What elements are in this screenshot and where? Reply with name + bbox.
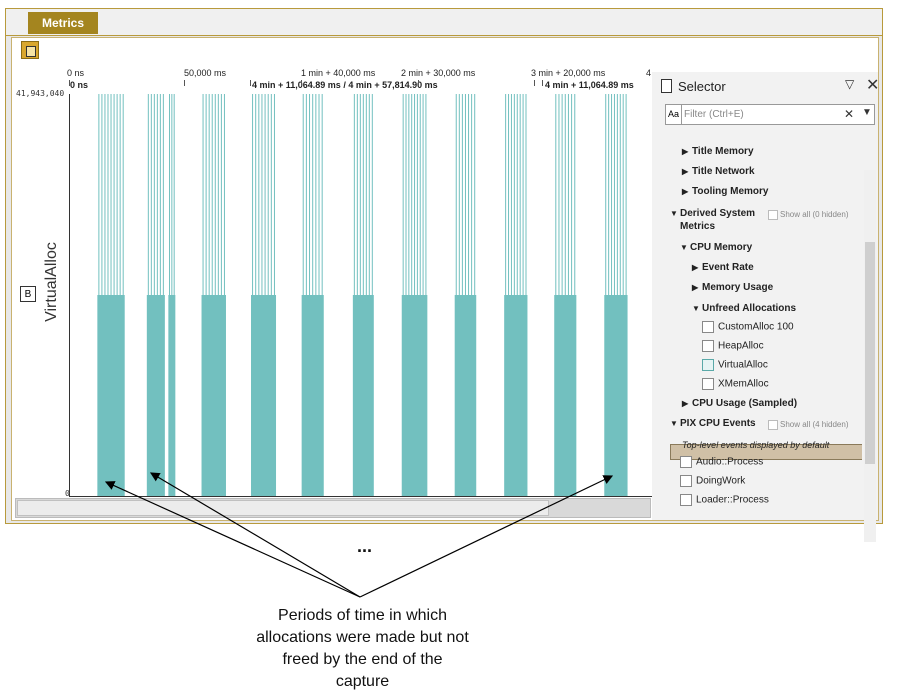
show-all-derived[interactable]: Show all (0 hidden) [768, 210, 848, 220]
chevron-down-icon[interactable]: ▼ [680, 243, 688, 252]
ruler-tick [69, 80, 70, 86]
lane-b-button[interactable]: B [20, 286, 36, 302]
ruler-range-label: 4 min + 11,064.89 ms / 4 min + 57,814.90… [252, 80, 438, 90]
horizontal-scroll-thumb[interactable] [17, 500, 549, 516]
chevron-right-icon[interactable]: ▶ [682, 167, 689, 176]
y-axis-label: VirtualAlloc [43, 242, 60, 322]
filter-funnel-icon[interactable]: ▽ [845, 77, 855, 91]
tree-item-virtualalloc[interactable]: VirtualAlloc [702, 359, 768, 371]
tree-item-memory-usage[interactable]: ▶ Memory Usage [692, 282, 774, 293]
allocation-block [251, 295, 277, 496]
clipboard-icon [661, 79, 672, 93]
metrics-window: Metrics 0 ns 50,000 ms 1 min + 40,000 ms… [5, 8, 883, 542]
audio-checkbox[interactable] [680, 456, 692, 468]
allocation-block [504, 295, 528, 496]
allocation-block [454, 295, 477, 496]
ruler-tick-label: 1 min + 40,000 ms [301, 68, 376, 78]
ellipsis: ... [357, 536, 373, 556]
tree-item-doingwork[interactable]: DoingWork [680, 475, 745, 487]
y-axis-max-label: 41,943,040 [16, 89, 65, 98]
tree-item-unfreed-allocations[interactable]: ▼ Unfreed Allocations [692, 303, 797, 314]
ruler-range-start: 0 ns [70, 80, 89, 90]
match-case-toggle[interactable]: Aa [666, 105, 682, 124]
chevron-right-icon[interactable]: ▶ [682, 147, 689, 156]
allocation-block [352, 295, 374, 496]
selected-row-highlight [670, 444, 862, 460]
doingwork-checkbox[interactable] [680, 475, 692, 487]
show-all-pix[interactable]: Show all (4 hidden) [768, 420, 848, 430]
ruler-tick-label: 0 ns [67, 68, 85, 78]
allocation-block [201, 295, 226, 496]
tree-item-title-network[interactable]: ▶ Title Network [682, 166, 755, 177]
loader-checkbox[interactable] [680, 494, 692, 506]
selector-title: Selector [678, 79, 726, 94]
vertical-scrollbar[interactable] [864, 170, 876, 542]
selector-panel: Selector ▽ ✕ Aa Filter (Ctrl+E) ✕ ▼ ▶ Tit… [652, 72, 880, 542]
chevron-right-icon[interactable]: ▶ [692, 263, 699, 272]
tree-item-heapalloc[interactable]: HeapAlloc [702, 340, 764, 352]
tab-metrics[interactable]: Metrics [28, 12, 98, 34]
tree-item-loader-process[interactable]: Loader::Process [680, 494, 769, 506]
clear-icon[interactable]: ✕ [844, 107, 855, 121]
allocation-block [168, 295, 176, 496]
show-all-checkbox[interactable] [768, 420, 778, 430]
ruler-tick-label: 3 min + 20,000 ms [531, 68, 606, 78]
tree-item-derived-line2: Metrics [680, 221, 716, 232]
chevron-right-icon[interactable]: ▶ [682, 187, 689, 196]
plot-svg [97, 94, 628, 496]
tree-item-pix-cpu-events[interactable]: ▼ PIX CPU Events [670, 418, 756, 429]
allocation-block [97, 295, 125, 496]
ruler-tick [250, 80, 251, 86]
chevron-right-icon[interactable]: ▶ [682, 399, 689, 408]
chevron-down-icon[interactable]: ▼ [670, 209, 678, 218]
filter-input[interactable]: Aa Filter (Ctrl+E) ✕ ▼ [665, 104, 875, 125]
ruler-tick-label: 4 [646, 68, 652, 78]
tree-item-cpu-memory[interactable]: ▼ CPU Memory [680, 242, 753, 253]
metrics-content: 0 ns 50,000 ms 1 min + 40,000 ms 2 min +… [11, 37, 880, 542]
allocation-block [604, 295, 628, 496]
y-axis-min-label: 0 [65, 489, 70, 498]
selector-tree: ▶ Title Memory ▶ Title Network ▶ Tooling Me… [652, 132, 862, 520]
ruler-tick [542, 80, 543, 86]
horizontal-scrollbar[interactable] [15, 498, 651, 518]
tab-strip: Metrics [6, 9, 882, 36]
ruler-tick [301, 80, 302, 86]
chevron-down-icon[interactable]: ▼ [862, 107, 872, 118]
tree-item-derived-system-metrics[interactable]: ▼ Derived System [670, 208, 756, 219]
tree-item-title-memory[interactable]: ▶ Title Memory [682, 146, 754, 157]
allocation-block [146, 295, 165, 496]
ruler-tick [418, 80, 419, 86]
filter-placeholder: Filter (Ctrl+E) [684, 109, 744, 120]
virtualalloc-plot[interactable] [69, 94, 652, 497]
top-level-note: Top-level events displayed by default [682, 440, 830, 450]
show-all-checkbox[interactable] [768, 210, 778, 220]
tree-item-tooling-memory[interactable]: ▶ Tooling Memory [682, 186, 769, 197]
ruler-tick-label: 50,000 ms [184, 68, 227, 78]
vertical-scroll-thumb[interactable] [865, 242, 875, 464]
tree-item-cpu-usage[interactable]: ▶ CPU Usage (Sampled) [682, 398, 798, 409]
chevron-down-icon[interactable]: ▼ [670, 419, 678, 428]
annotation-caption: Periods of time in which allocations wer… [256, 607, 469, 690]
xmemalloc-checkbox[interactable] [702, 378, 714, 390]
ruler-tick [184, 80, 185, 86]
ruler-tick [534, 80, 535, 86]
allocation-block [554, 295, 577, 496]
allocation-block [401, 295, 428, 496]
ruler-tick-label: 2 min + 30,000 ms [401, 68, 476, 78]
tree-item-xmemalloc[interactable]: XMemAlloc [702, 378, 769, 390]
heapalloc-checkbox[interactable] [702, 340, 714, 352]
tree-item-audio-process[interactable]: Audio::Process [680, 456, 763, 468]
tree-item-event-rate[interactable]: ▶ Event Rate [692, 262, 754, 273]
customalloc-checkbox[interactable] [702, 321, 714, 333]
allocation-block [301, 295, 324, 496]
ruler-range-end: 4 min + 11,064.89 ms [545, 80, 634, 90]
tree-item-customalloc[interactable]: CustomAlloc 100 [702, 321, 794, 333]
chevron-right-icon[interactable]: ▶ [692, 283, 699, 292]
chevron-down-icon[interactable]: ▼ [692, 304, 700, 313]
virtualalloc-checkbox[interactable] [702, 359, 714, 371]
close-icon[interactable]: ✕ [866, 77, 880, 94]
clipboard-icon[interactable] [21, 41, 39, 59]
